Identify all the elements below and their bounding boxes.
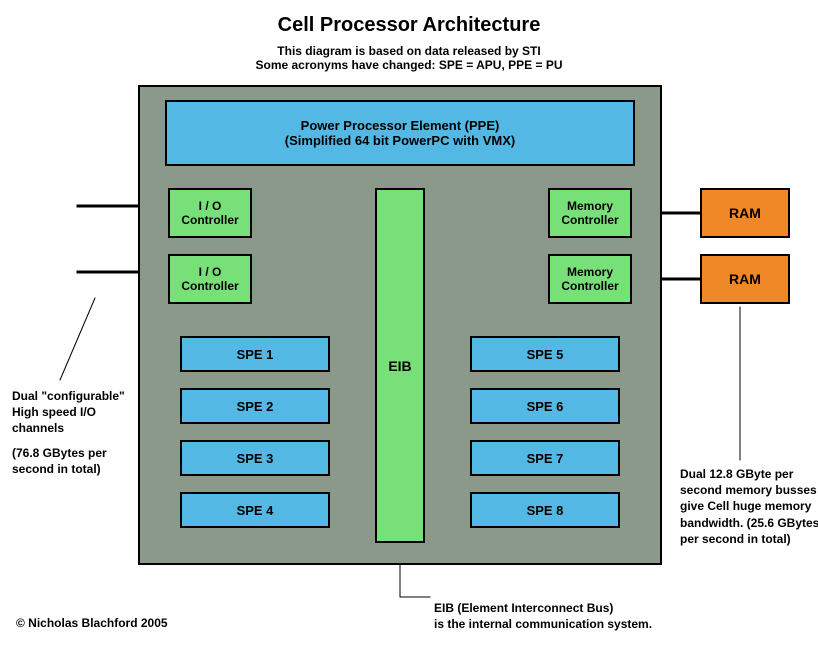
memory-controller-block-label: Memory — [567, 199, 613, 213]
spe-block-label: SPE 5 — [527, 347, 564, 362]
spe-block: SPE 2 — [180, 388, 330, 424]
ppe-block: Power Processor Element (PPE) (Simplifie… — [165, 100, 635, 166]
memory-annotation-l1: Dual 12.8 GByte per — [680, 466, 818, 482]
memory-controller-block: MemoryController — [548, 254, 632, 304]
memory-annotation-l3: give Cell huge memory — [680, 498, 818, 514]
diagram-subtitle: This diagram is based on data released b… — [0, 44, 818, 72]
eib-block: EIB — [375, 188, 425, 543]
memory-controller-block-label: Memory — [567, 265, 613, 279]
memory-annotation-l5: per second in total) — [680, 531, 818, 547]
eib-annotation: EIB (Element Interconnect Bus) is the in… — [434, 600, 734, 632]
spe-block: SPE 8 — [470, 492, 620, 528]
memory-controller-block: MemoryController — [548, 188, 632, 238]
spe-block: SPE 1 — [180, 336, 330, 372]
memory-annotation: Dual 12.8 GByte per second memory busses… — [680, 466, 818, 547]
io-annotation-l3: channels — [12, 420, 142, 436]
subtitle-line2: Some acronyms have changed: SPE = APU, P… — [0, 58, 818, 72]
io-controller-block-label: Controller — [181, 279, 238, 293]
io-controller-block-label: I / O — [199, 265, 222, 279]
io-annotation-l2: High speed I/O — [12, 404, 142, 420]
ram-block: RAM — [700, 188, 790, 238]
diagram-title-text: Cell Processor Architecture — [278, 14, 541, 36]
spe-block-label: SPE 3 — [237, 451, 274, 466]
io-controller-block: I / OController — [168, 254, 252, 304]
memory-annotation-l4: bandwidth. (25.6 GBytes — [680, 515, 818, 531]
spe-block: SPE 3 — [180, 440, 330, 476]
io-annotation-l1: Dual "configurable" — [12, 388, 142, 404]
spe-block: SPE 6 — [470, 388, 620, 424]
spe-block: SPE 7 — [470, 440, 620, 476]
io-annotation-l4: (76.8 GBytes per — [12, 445, 142, 461]
io-controller-block-label: I / O — [199, 199, 222, 213]
spe-block: SPE 4 — [180, 492, 330, 528]
memory-annotation-l2: second memory busses — [680, 482, 818, 498]
ram-block-label: RAM — [729, 205, 761, 221]
spe-block-label: SPE 1 — [237, 347, 274, 362]
spe-block-label: SPE 4 — [237, 503, 274, 518]
subtitle-line1: This diagram is based on data released b… — [0, 44, 818, 58]
spe-block-label: SPE 2 — [237, 399, 274, 414]
diagram-title: Cell Processor Architecture — [0, 14, 818, 37]
io-annotation: Dual "configurable" High speed I/O chann… — [12, 388, 142, 477]
spe-block: SPE 5 — [470, 336, 620, 372]
io-controller-block-label: Controller — [181, 213, 238, 227]
copyright-text: © Nicholas Blachford 2005 — [16, 616, 168, 630]
memory-controller-block-label: Controller — [561, 213, 618, 227]
ram-block-label: RAM — [729, 271, 761, 287]
spe-block-label: SPE 8 — [527, 503, 564, 518]
spe-block-label: SPE 7 — [527, 451, 564, 466]
ram-block: RAM — [700, 254, 790, 304]
io-annotation-l5: second in total) — [12, 461, 142, 477]
eib-annotation-l2: is the internal communication system. — [434, 616, 734, 632]
spe-block-label: SPE 6 — [527, 399, 564, 414]
memory-controller-block-label: Controller — [561, 279, 618, 293]
eib-label: EIB — [388, 358, 411, 374]
io-controller-block: I / OController — [168, 188, 252, 238]
ppe-line1: Power Processor Element (PPE) — [301, 118, 500, 133]
ppe-line2: (Simplified 64 bit PowerPC with VMX) — [285, 133, 515, 148]
eib-annotation-l1: EIB (Element Interconnect Bus) — [434, 600, 734, 616]
